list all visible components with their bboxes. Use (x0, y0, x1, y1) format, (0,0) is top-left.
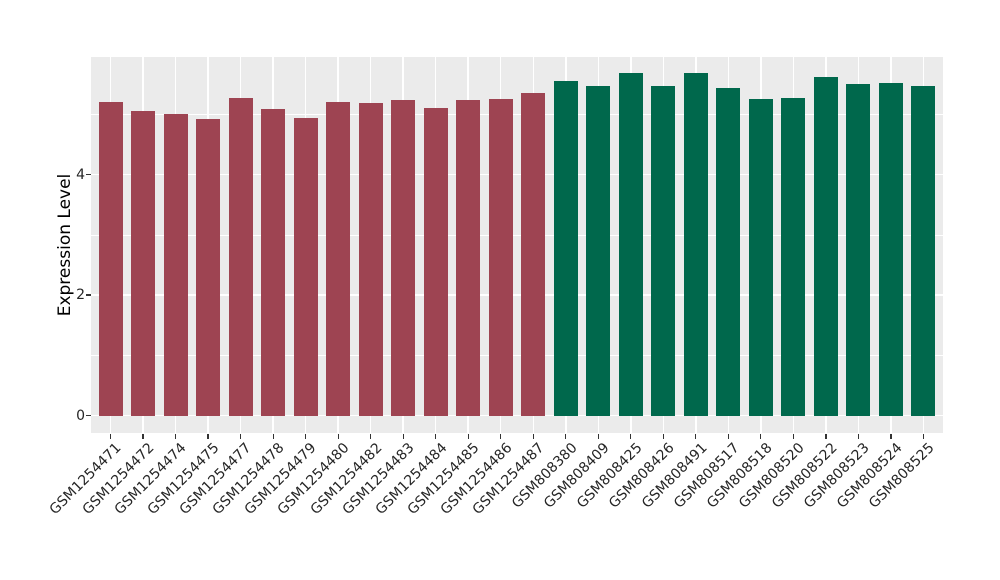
x-tick-mark (597, 434, 599, 439)
gridline-major (91, 294, 943, 296)
x-tick-mark (435, 434, 437, 439)
gridline-minor (91, 114, 943, 116)
x-tick-mark (890, 434, 892, 439)
x-tick-mark (532, 434, 534, 439)
bar-GSM808523 (846, 83, 871, 416)
y-tick-label: 2 (76, 287, 85, 303)
x-tick-mark (760, 434, 762, 439)
x-tick-mark (402, 434, 404, 439)
x-tick-mark (857, 434, 860, 439)
x-tick-mark (207, 434, 209, 439)
y-tick-label: 0 (76, 407, 85, 424)
x-tick-mark (922, 434, 925, 439)
bar-GSM808409 (586, 85, 611, 416)
bar-GSM808525 (911, 85, 936, 416)
bar-GSM1254475 (196, 119, 221, 416)
x-tick-mark (239, 434, 242, 439)
bar-GSM808518 (748, 99, 773, 416)
bar-GSM1254471 (98, 102, 123, 416)
bar-GSM808426 (651, 85, 676, 416)
x-tick-mark (695, 434, 697, 439)
x-tick-mark (825, 434, 827, 439)
x-tick-mark (500, 434, 502, 439)
x-tick-mark (305, 434, 307, 439)
x-tick-mark (174, 434, 177, 439)
bar-GSM1254482 (358, 103, 383, 416)
bar-GSM1254485 (456, 99, 481, 416)
gridline-minor (91, 355, 943, 357)
y-tick-mark (86, 414, 91, 417)
gridline-major (91, 173, 943, 176)
x-tick-mark (630, 434, 632, 439)
bar-GSM1254479 (293, 118, 318, 416)
x-tick-mark (565, 434, 567, 439)
plot-panel (91, 57, 943, 433)
bar-GSM808491 (683, 73, 708, 416)
bar-GSM808520 (781, 97, 806, 416)
bar-GSM1254477 (228, 97, 253, 416)
gridline-major (91, 414, 943, 417)
bar-GSM808517 (716, 88, 741, 416)
bar-GSM1254478 (261, 108, 286, 416)
x-tick-mark (370, 434, 372, 439)
bar-GSM808380 (553, 80, 578, 416)
x-tick-mark (662, 434, 664, 439)
gridline-minor (91, 234, 943, 236)
x-tick-mark (467, 434, 469, 439)
y-tick-label: 4 (76, 166, 85, 183)
bar-GSM1254483 (391, 100, 416, 416)
bar-GSM1254472 (131, 110, 156, 416)
x-tick-mark (337, 434, 339, 439)
y-tick-mark (86, 294, 91, 296)
x-tick-mark (142, 434, 144, 439)
bar-GSM1254484 (423, 108, 448, 416)
bar-GSM808425 (618, 73, 643, 416)
x-tick-mark (272, 434, 274, 439)
bar-GSM808524 (878, 82, 903, 416)
x-tick-mark (727, 434, 729, 439)
bar-GSM1254480 (326, 101, 351, 416)
x-tick-mark (109, 434, 112, 439)
y-tick-mark (86, 173, 91, 176)
bar-GSM1254474 (163, 114, 188, 416)
bar-GSM1254486 (488, 98, 513, 416)
bar-GSM1254487 (521, 93, 546, 416)
x-tick-mark (792, 434, 794, 439)
bar-GSM808522 (813, 77, 838, 416)
